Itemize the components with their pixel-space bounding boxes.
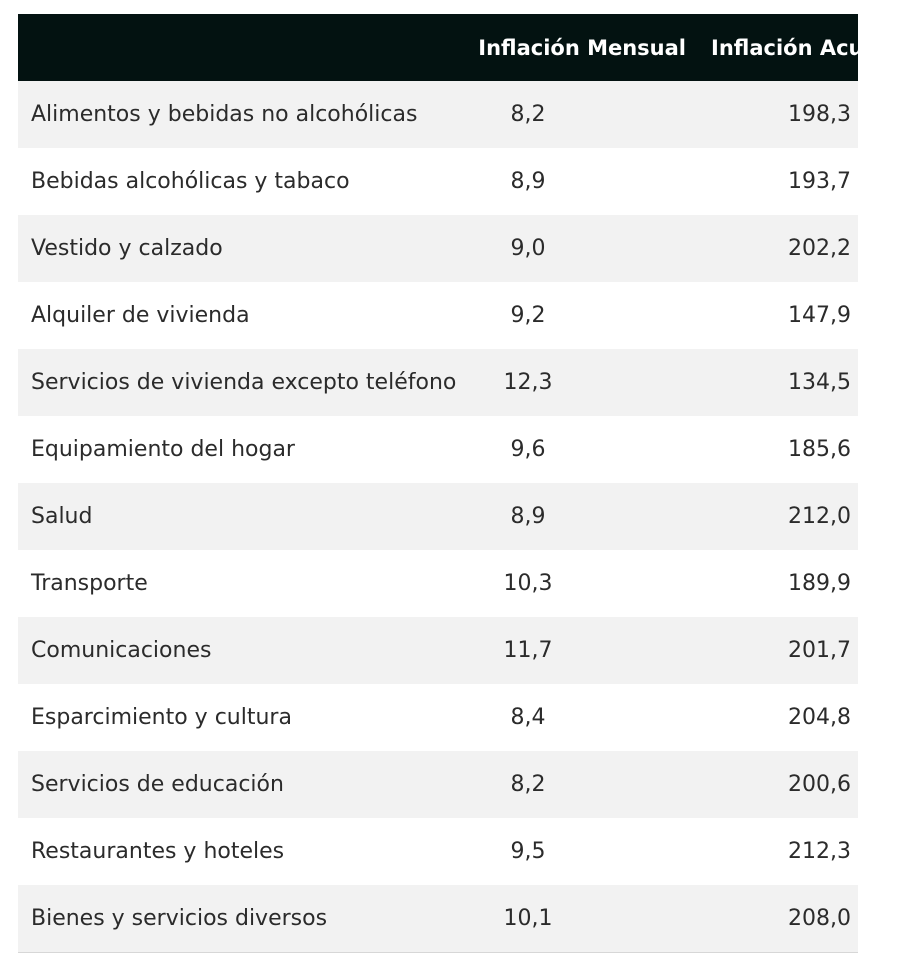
monthly-inflation-cell: 11,7 xyxy=(503,638,553,663)
inflation-table-container: Inflación Mensual Inflación Acumulada Al… xyxy=(18,14,858,953)
table-row: Equipamiento del hogar 9,6 185,6 xyxy=(18,416,858,483)
category-cell: Servicios de educación xyxy=(31,772,284,797)
accumulated-inflation-cell: 201,7 xyxy=(788,638,851,663)
monthly-inflation-cell: 10,3 xyxy=(503,571,553,596)
table-row: Alimentos y bebidas no alcohólicas 8,2 198… xyxy=(18,81,858,148)
accumulated-inflation-cell: 189,9 xyxy=(788,571,851,596)
monthly-inflation-cell: 9,6 xyxy=(510,437,546,462)
accumulated-inflation-cell: 204,8 xyxy=(788,705,851,730)
category-cell: Esparcimiento y cultura xyxy=(31,705,292,730)
category-cell: Alimentos y bebidas no alcohólicas xyxy=(31,102,418,127)
monthly-inflation-cell: 8,2 xyxy=(510,102,546,127)
table-row: Servicios de vivienda excepto teléfono 12… xyxy=(18,349,858,416)
table-row: Alquiler de vivienda 9,2 147,9 xyxy=(18,282,858,349)
table-header-row: Inflación Mensual Inflación Acumulada xyxy=(18,14,858,81)
header-category xyxy=(18,14,458,81)
monthly-inflation-cell: 9,0 xyxy=(510,236,546,261)
accumulated-inflation-cell: 198,3 xyxy=(788,102,851,127)
accumulated-inflation-cell: 212,0 xyxy=(788,504,851,529)
header-accumulated-inflation: Inflación Acumulada xyxy=(711,35,858,60)
accumulated-inflation-cell: 212,3 xyxy=(788,839,851,864)
table-row: Bienes y servicios diversos 10,1 208,0 xyxy=(18,885,858,952)
accumulated-inflation-cell: 202,2 xyxy=(788,236,851,261)
table-row: Servicios de educación 8,2 200,6 xyxy=(18,751,858,818)
category-cell: Alquiler de vivienda xyxy=(31,303,250,328)
category-cell: Restaurantes y hoteles xyxy=(31,839,285,864)
table-row: Comunicaciones 11,7 201,7 xyxy=(18,617,858,684)
accumulated-inflation-cell: 200,6 xyxy=(788,772,851,797)
table-header: Inflación Mensual Inflación Acumulada xyxy=(18,14,858,81)
category-cell: Servicios de vivienda excepto teléfono xyxy=(31,370,457,395)
category-cell: Equipamiento del hogar xyxy=(31,437,295,462)
accumulated-inflation-cell: 134,5 xyxy=(788,370,851,395)
monthly-inflation-cell: 8,4 xyxy=(510,705,546,730)
table-row: Vestido y calzado 9,0 202,2 xyxy=(18,215,858,282)
table-row: Esparcimiento y cultura 8,4 204,8 xyxy=(18,684,858,751)
header-monthly-inflation: Inflación Mensual xyxy=(478,35,686,60)
monthly-inflation-cell: 9,5 xyxy=(510,839,546,864)
category-cell: Salud xyxy=(31,504,93,529)
accumulated-inflation-cell: 185,6 xyxy=(788,437,851,462)
monthly-inflation-cell: 9,2 xyxy=(510,303,546,328)
category-cell: Vestido y calzado xyxy=(31,236,223,261)
inflation-table: Inflación Mensual Inflación Acumulada Al… xyxy=(18,14,858,953)
category-cell: Bienes y servicios diversos xyxy=(31,905,328,931)
monthly-inflation-cell: 8,2 xyxy=(510,772,546,797)
table-row: Salud 8,9 212,0 xyxy=(18,483,858,550)
monthly-inflation-cell: 8,9 xyxy=(510,169,546,194)
category-cell: Comunicaciones xyxy=(31,638,212,663)
monthly-inflation-cell: 12,3 xyxy=(503,370,553,395)
table-body: Alimentos y bebidas no alcohólicas 8,2 198… xyxy=(18,81,858,952)
table-row: Transporte 10,3 189,9 xyxy=(18,550,858,617)
monthly-inflation-cell: 8,9 xyxy=(510,504,546,529)
accumulated-inflation-cell: 147,9 xyxy=(788,303,851,328)
accumulated-inflation-cell: 208,0 xyxy=(788,905,851,931)
category-cell: Transporte xyxy=(31,571,148,596)
table-row: Restaurantes y hoteles 9,5 212,3 xyxy=(18,818,858,885)
category-cell: Bebidas alcohólicas y tabaco xyxy=(31,169,350,194)
table-row: Bebidas alcohólicas y tabaco 8,9 193,7 xyxy=(18,148,858,215)
accumulated-inflation-cell: 193,7 xyxy=(788,169,851,194)
monthly-inflation-cell: 10,1 xyxy=(503,905,553,931)
